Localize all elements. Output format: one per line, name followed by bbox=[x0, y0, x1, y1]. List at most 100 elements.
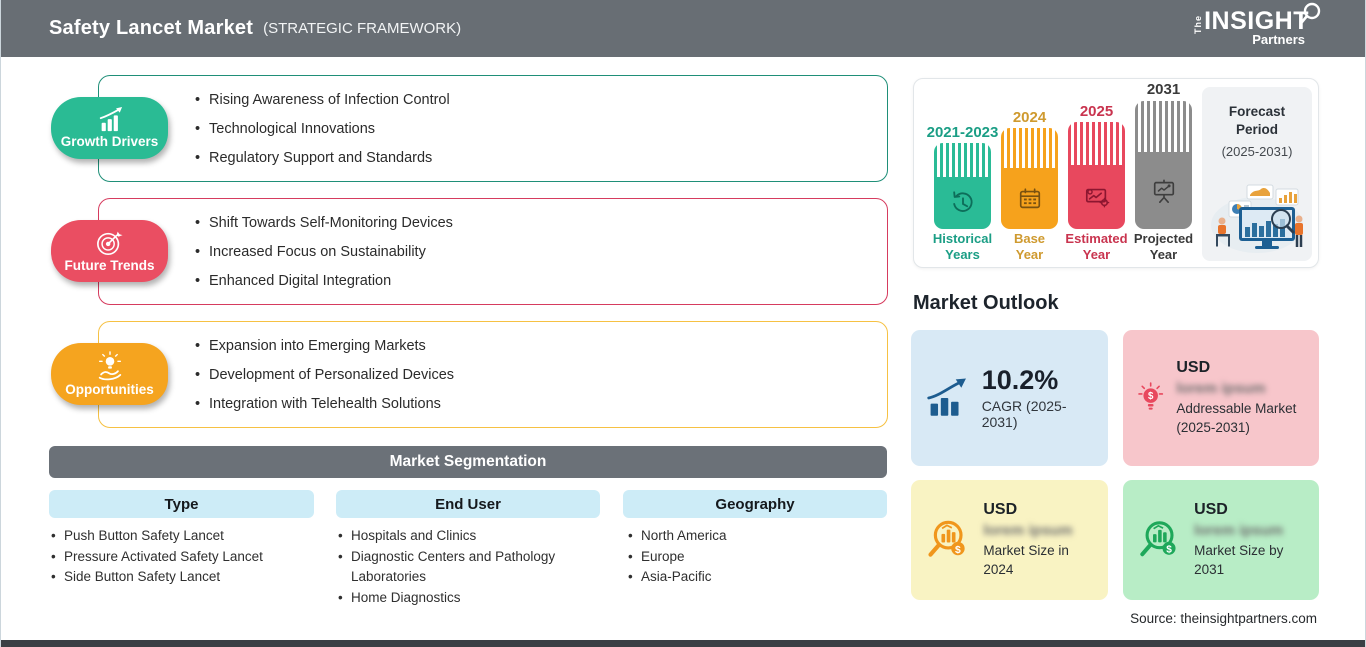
base-year-caption: Base Year bbox=[1013, 231, 1046, 263]
growth-driver-item: Regulatory Support and Standards bbox=[193, 150, 887, 166]
historical-years-range: 2021-2023 bbox=[926, 124, 999, 141]
market-size-2031-card: $ USD lorem ipsum Market Size by 2031 bbox=[1123, 480, 1319, 600]
forecast-period-range: (2025-2031) bbox=[1221, 144, 1293, 160]
estimated-year-bar bbox=[1068, 122, 1125, 229]
estimate-analytics-icon bbox=[1085, 188, 1109, 208]
currency-label: USD bbox=[983, 501, 1018, 519]
cagr-growth-chart-icon bbox=[927, 378, 966, 416]
cagr-value: 10.2% bbox=[981, 364, 1059, 395]
magnifier-dollar-icon: $ bbox=[1140, 521, 1176, 557]
bar-chart-growth-icon bbox=[99, 107, 122, 132]
redacted-value: lorem ipsum bbox=[1194, 522, 1284, 540]
header-bar: Safety Lancet Market (STRATEGIC FRAMEWOR… bbox=[1, 0, 1365, 57]
list-item: Diagnostic Centers and Pathology Laborat… bbox=[336, 547, 586, 588]
magnifier-dollar-icon: $ bbox=[928, 520, 965, 557]
target-dart-icon bbox=[96, 231, 123, 256]
growth-driver-item: Technological Innovations bbox=[193, 121, 887, 137]
page-title: Safety Lancet Market bbox=[49, 17, 254, 39]
opportunities-label: Opportunities bbox=[65, 382, 154, 397]
base-year-bar bbox=[1001, 128, 1058, 229]
list-item: Side Button Safety Lancet bbox=[49, 567, 314, 588]
calendar-icon bbox=[1019, 188, 1040, 208]
svg-text:$: $ bbox=[1148, 391, 1154, 402]
logo-insight-text: INSIGHT bbox=[1204, 7, 1309, 35]
header-title-group: Safety Lancet Market (STRATEGIC FRAMEWOR… bbox=[49, 0, 461, 57]
bulb-dollar-icon: $ bbox=[1138, 382, 1164, 410]
opportunity-item: Expansion into Emerging Markets bbox=[193, 338, 887, 354]
growth-driver-item: Rising Awareness of Infection Control bbox=[193, 92, 887, 108]
cagr-label: CAGR (2025-2031) bbox=[981, 398, 1067, 431]
market-segmentation-bar: Market Segmentation bbox=[49, 446, 887, 478]
market-size-2024-text-group: USD lorem ipsum Market Size in 2024 bbox=[983, 501, 1094, 578]
hand-bulb-icon bbox=[98, 351, 121, 381]
logo-partners-text: Partners bbox=[1252, 32, 1305, 47]
list-item: North America bbox=[626, 526, 876, 547]
segment-header-geography: Geography bbox=[623, 490, 887, 518]
projected-year-caption: Projected Year bbox=[1133, 231, 1194, 263]
addressable-market-label: Addressable Market (2025-2031) bbox=[1176, 401, 1297, 435]
bar-body bbox=[1068, 164, 1125, 229]
segment-header-type: Type bbox=[49, 490, 314, 518]
forecast-period-panel: Forecast Period (2025-2031) bbox=[1202, 87, 1312, 261]
opportunity-item: Integration with Telehealth Solutions bbox=[193, 396, 887, 412]
bar-stripes bbox=[1135, 101, 1192, 153]
magnifier-lens-icon bbox=[1300, 2, 1321, 24]
list-item: Push Button Safety Lancet bbox=[49, 526, 314, 547]
bar-body bbox=[1135, 152, 1192, 229]
growth-drivers-box: Rising Awareness of Infection Control Te… bbox=[98, 75, 888, 182]
logo-the-text: The bbox=[1193, 15, 1204, 35]
growth-drivers-pill: Growth Drivers bbox=[51, 97, 168, 159]
bar-stripes bbox=[934, 143, 991, 178]
market-segmentation-title: Market Segmentation bbox=[389, 453, 547, 470]
svg-text:$: $ bbox=[955, 545, 961, 556]
list-item: Home Diagnostics bbox=[336, 588, 586, 609]
list-item: Asia-Pacific bbox=[626, 567, 876, 588]
segment-header-end-user: End User bbox=[336, 490, 600, 518]
insight-partners-logo: The INSIGHT Partners bbox=[1193, 2, 1321, 47]
historical-years-caption: Historical Years bbox=[932, 231, 993, 263]
currency-label: USD bbox=[1194, 501, 1228, 519]
redacted-value: lorem ipsum bbox=[1176, 380, 1266, 398]
bar-body bbox=[934, 177, 991, 229]
future-trend-item: Increased Focus on Sustainability bbox=[193, 244, 887, 260]
page-subtitle: (STRATEGIC FRAMEWORK) bbox=[263, 20, 462, 37]
analytics-illustration bbox=[1211, 184, 1303, 253]
list-item: Pressure Activated Safety Lancet bbox=[49, 547, 314, 568]
projected-year-range: 2031 bbox=[1146, 81, 1181, 98]
market-outlook-title: Market Outlook bbox=[913, 292, 1059, 314]
market-size-2024-card: $ USD lorem ipsum Market Size in 2024 bbox=[911, 480, 1108, 600]
estimated-year-caption: Estimated Year bbox=[1065, 231, 1128, 263]
end-user-list: Hospitals and Clinics Diagnostic Centers… bbox=[336, 526, 586, 608]
bar-body bbox=[1001, 168, 1058, 229]
growth-drivers-label: Growth Drivers bbox=[60, 134, 159, 149]
addressable-market-text-group: USD lorem ipsum Addressable Market (2025… bbox=[1176, 359, 1305, 436]
future-trend-item: Shift Towards Self-Monitoring Devices bbox=[193, 215, 887, 231]
future-trend-item: Enhanced Digital Integration bbox=[193, 273, 887, 289]
market-size-2031-text-group: USD lorem ipsum Market Size by 2031 bbox=[1194, 501, 1305, 578]
redacted-value: lorem ipsum bbox=[983, 522, 1073, 540]
cagr-text-group: 10.2% CAGR (2025-2031) bbox=[981, 364, 1094, 431]
opportunities-box: Expansion into Emerging Markets Developm… bbox=[98, 321, 888, 428]
opportunities-pill: Opportunities bbox=[51, 343, 168, 405]
list-item: Hospitals and Clinics bbox=[336, 526, 586, 547]
forecast-period-title: Forecast Period bbox=[1228, 104, 1286, 137]
market-size-2031-label: Market Size by 2031 bbox=[1194, 543, 1284, 577]
cagr-card: 10.2% CAGR (2025-2031) bbox=[911, 330, 1108, 466]
footer-bar bbox=[1, 640, 1365, 647]
estimated-year-range: 2025 bbox=[1079, 103, 1114, 120]
geography-list: North America Europe Asia-Pacific bbox=[626, 526, 876, 588]
future-trends-pill: Future Trends bbox=[51, 220, 168, 282]
base-year-range: 2024 bbox=[1012, 109, 1047, 126]
source-attribution: Source: theinsightpartners.com bbox=[1130, 611, 1317, 626]
logo-main: INSIGHT Partners bbox=[1204, 2, 1321, 47]
list-item: Europe bbox=[626, 547, 876, 568]
market-size-2024-label: Market Size in 2024 bbox=[983, 543, 1069, 577]
forecast-timeline-card: 2021-2023 Historical Years 2024 bbox=[913, 78, 1319, 268]
addressable-market-card: $ USD lorem ipsum Addressable Market (20… bbox=[1123, 330, 1319, 466]
future-trends-label: Future Trends bbox=[64, 258, 155, 273]
bar-stripes bbox=[1068, 122, 1125, 165]
presentation-board-icon bbox=[1153, 179, 1174, 203]
history-clock-icon bbox=[952, 191, 972, 213]
bar-stripes bbox=[1001, 128, 1058, 169]
